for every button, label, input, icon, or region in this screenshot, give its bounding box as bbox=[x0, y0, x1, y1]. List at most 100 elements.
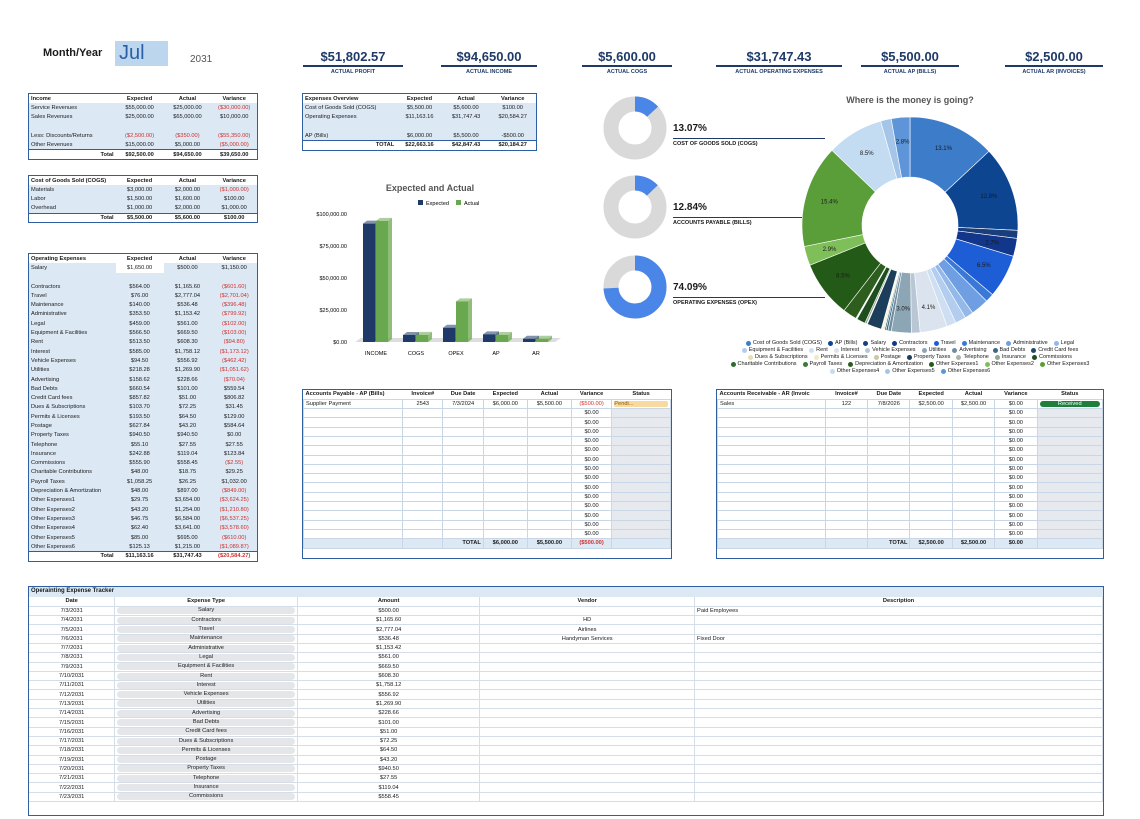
table-cell[interactable] bbox=[402, 463, 444, 475]
table-cell[interactable]: ($849.00) bbox=[211, 486, 257, 496]
table-cell[interactable]: $1,058.25 bbox=[115, 477, 164, 487]
table-cell[interactable] bbox=[1036, 482, 1103, 493]
table-cell[interactable] bbox=[303, 510, 404, 521]
table-cell[interactable] bbox=[951, 501, 996, 512]
table-cell[interactable]: ($500.00) bbox=[570, 398, 613, 410]
table-cell[interactable] bbox=[482, 519, 528, 530]
table-cell[interactable] bbox=[694, 689, 1103, 700]
table-cell[interactable] bbox=[402, 491, 444, 503]
table-cell[interactable]: $51.00 bbox=[163, 393, 212, 403]
table-cell[interactable]: $18.75 bbox=[163, 467, 212, 478]
table-cell[interactable]: ($2.55) bbox=[211, 458, 257, 468]
table-cell[interactable] bbox=[479, 606, 696, 617]
table-cell[interactable]: $0.00 bbox=[570, 510, 613, 521]
expense-type-dropdown[interactable]: Salary bbox=[117, 607, 295, 615]
table-cell[interactable] bbox=[526, 454, 572, 465]
table-cell[interactable]: ($1,089.87) bbox=[211, 542, 257, 552]
table-cell[interactable] bbox=[824, 463, 869, 475]
table-cell[interactable]: ($1,210.80) bbox=[211, 505, 257, 515]
table-cell[interactable] bbox=[694, 643, 1103, 654]
table-cell[interactable]: 7/4/2031 bbox=[29, 615, 116, 626]
table-cell[interactable] bbox=[694, 680, 1103, 691]
table-cell[interactable]: $48.00 bbox=[115, 486, 164, 496]
table-cell[interactable] bbox=[611, 454, 671, 465]
table-cell[interactable] bbox=[867, 528, 911, 540]
table-cell[interactable]: $0.00 bbox=[994, 519, 1038, 530]
table-cell[interactable] bbox=[396, 121, 443, 132]
table-cell[interactable] bbox=[479, 643, 696, 654]
table-cell[interactable]: $0.00 bbox=[994, 510, 1038, 521]
table-cell[interactable]: Administrative bbox=[114, 643, 298, 654]
year-value[interactable]: 2031 bbox=[190, 54, 213, 65]
table-cell[interactable] bbox=[479, 764, 696, 775]
table-cell[interactable]: 2543 bbox=[402, 398, 444, 410]
table-cell[interactable]: 7/8/2031 bbox=[29, 652, 116, 663]
table-cell[interactable]: $1,758.12 bbox=[297, 680, 481, 691]
table-cell[interactable]: $536.48 bbox=[297, 634, 481, 645]
table-cell[interactable] bbox=[909, 473, 953, 484]
table-cell[interactable] bbox=[867, 463, 911, 475]
table-cell[interactable] bbox=[402, 408, 444, 419]
table-cell[interactable] bbox=[526, 473, 572, 484]
table-cell[interactable]: $123.84 bbox=[211, 449, 257, 459]
table-cell[interactable]: Pendi... bbox=[611, 398, 671, 410]
table-cell[interactable]: ($799.92) bbox=[211, 309, 257, 320]
table-cell[interactable]: Fixed Door bbox=[694, 634, 1103, 645]
expense-type-dropdown[interactable]: Vehicle Expenses bbox=[117, 691, 295, 699]
table-cell[interactable] bbox=[694, 671, 1103, 682]
table-cell[interactable] bbox=[717, 528, 826, 540]
table-cell[interactable] bbox=[694, 792, 1103, 803]
table-cell[interactable] bbox=[951, 454, 996, 465]
table-cell[interactable]: $140.00 bbox=[115, 300, 164, 310]
table-cell[interactable] bbox=[1036, 426, 1103, 438]
table-cell[interactable]: $48.00 bbox=[115, 467, 164, 478]
table-cell[interactable] bbox=[694, 773, 1103, 784]
table-cell[interactable]: 7/11/2031 bbox=[29, 680, 116, 691]
table-cell[interactable]: $585.00 bbox=[115, 346, 164, 357]
table-cell[interactable] bbox=[717, 426, 826, 438]
table-cell[interactable]: Utilities bbox=[114, 699, 298, 710]
table-cell[interactable] bbox=[824, 473, 869, 484]
table-cell[interactable] bbox=[402, 473, 444, 484]
table-cell[interactable] bbox=[717, 491, 826, 503]
table-cell[interactable]: $11,163.16 bbox=[396, 112, 443, 122]
table-cell[interactable]: Legal bbox=[114, 652, 298, 663]
table-cell[interactable]: $2,777.04 bbox=[297, 624, 481, 635]
table-cell[interactable] bbox=[402, 519, 444, 530]
table-cell[interactable] bbox=[611, 417, 671, 428]
expense-type-dropdown[interactable]: Dues & Subscriptions bbox=[117, 737, 295, 745]
table-cell[interactable] bbox=[479, 745, 696, 756]
table-cell[interactable] bbox=[526, 426, 572, 438]
table-cell[interactable] bbox=[951, 528, 996, 540]
table-cell[interactable] bbox=[479, 689, 696, 700]
table-cell[interactable]: $15,000.00 bbox=[115, 140, 164, 150]
expense-type-dropdown[interactable]: Rent bbox=[117, 672, 295, 680]
table-cell[interactable] bbox=[526, 491, 572, 503]
table-cell[interactable] bbox=[611, 501, 671, 512]
table-cell[interactable]: $0.00 bbox=[570, 435, 613, 447]
table-cell[interactable]: $2,000.00 bbox=[163, 185, 212, 195]
table-cell[interactable] bbox=[909, 501, 953, 512]
table-cell[interactable]: Handyman Services bbox=[479, 634, 696, 645]
table-cell[interactable] bbox=[442, 454, 484, 465]
expense-type-dropdown[interactable]: Credit Card fees bbox=[117, 728, 295, 736]
table-cell[interactable] bbox=[909, 445, 953, 456]
expense-type-dropdown[interactable]: Telephone bbox=[117, 774, 295, 782]
table-cell[interactable]: ($94.80) bbox=[211, 337, 257, 347]
table-cell[interactable] bbox=[482, 454, 528, 465]
table-cell[interactable] bbox=[909, 510, 953, 521]
table-cell[interactable] bbox=[479, 652, 696, 663]
table-cell[interactable]: $608.30 bbox=[163, 337, 212, 347]
table-cell[interactable]: $6,000.00 bbox=[396, 131, 443, 141]
expense-type-dropdown[interactable]: Equipment & Facilities bbox=[117, 663, 295, 671]
table-cell[interactable]: $55.10 bbox=[115, 439, 164, 450]
table-cell[interactable] bbox=[479, 773, 696, 784]
table-cell[interactable] bbox=[1036, 528, 1103, 540]
table-cell[interactable]: $3,641.00 bbox=[163, 523, 212, 533]
table-cell[interactable]: ($102.00) bbox=[211, 319, 257, 329]
table-cell[interactable]: $20,584.27 bbox=[489, 112, 536, 122]
table-cell[interactable]: ($462.42) bbox=[211, 356, 257, 366]
table-cell[interactable]: $558.45 bbox=[163, 458, 212, 468]
table-cell[interactable]: 7/12/2031 bbox=[29, 689, 116, 700]
table-cell[interactable] bbox=[717, 519, 826, 530]
